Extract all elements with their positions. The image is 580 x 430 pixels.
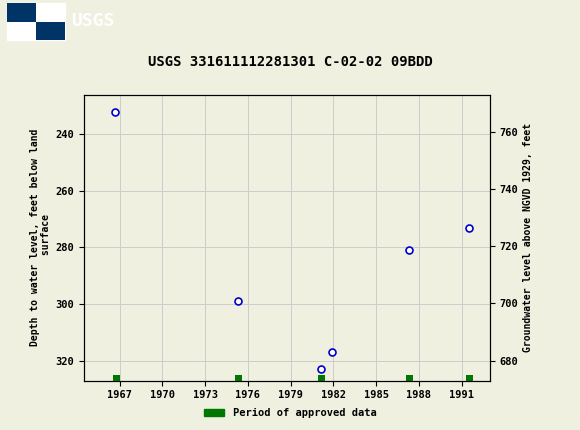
FancyBboxPatch shape — [7, 3, 65, 40]
Legend: Period of approved data: Period of approved data — [200, 404, 380, 423]
FancyBboxPatch shape — [7, 3, 36, 22]
Y-axis label: Groundwater level above NGVD 1929, feet: Groundwater level above NGVD 1929, feet — [523, 123, 533, 352]
FancyBboxPatch shape — [36, 22, 65, 40]
Bar — [235, 375, 242, 381]
Text: USGS 331611112281301 C-02-02 09BDD: USGS 331611112281301 C-02-02 09BDD — [148, 55, 432, 69]
Bar — [113, 375, 119, 381]
Text: USGS: USGS — [71, 12, 114, 31]
Y-axis label: Depth to water level, feet below land
 surface: Depth to water level, feet below land su… — [30, 129, 52, 346]
Bar — [318, 375, 325, 381]
Bar — [406, 375, 413, 381]
Bar — [466, 375, 473, 381]
